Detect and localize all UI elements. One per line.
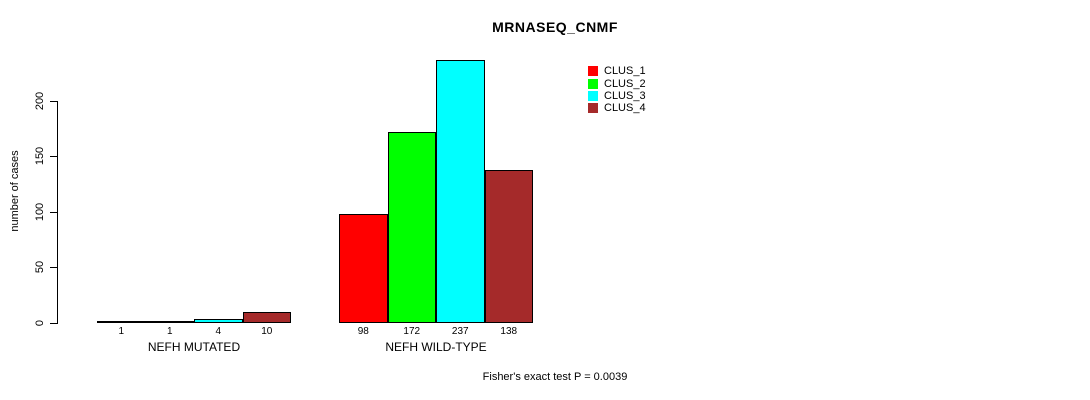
bar-clus_1-mutated	[97, 321, 146, 323]
legend-swatch-icon	[588, 66, 598, 77]
y-tick-mark	[50, 211, 57, 213]
bar-value-label: 98	[357, 326, 369, 337]
y-tick-label: 100	[34, 202, 46, 222]
fisher-test-note: Fisher's exact test P = 0.0039	[482, 371, 628, 383]
y-axis-line	[57, 100, 58, 324]
bar-value-label: 237	[451, 326, 469, 337]
y-tick-mark	[50, 267, 57, 269]
bar-value-label: 138	[500, 326, 518, 337]
legend-label: CLUS_4	[604, 102, 646, 115]
y-tick-mark	[50, 100, 57, 102]
legend-row-clus_4: CLUS_4	[588, 102, 646, 114]
bar-clus_3-wildtype	[436, 59, 485, 323]
y-tick-label: 200	[34, 91, 46, 111]
bar-value-label: 1	[166, 326, 173, 337]
bar-clus_4-mutated	[242, 311, 291, 323]
legend-row-clus_2: CLUS_2	[588, 77, 646, 90]
bar-value-label: 172	[403, 326, 421, 337]
x-group-label: NEFH WILD-TYPE	[385, 340, 487, 354]
chart-title: MRNASEQ_CNMF	[492, 19, 618, 35]
bar-value-label: 10	[261, 326, 273, 337]
legend-swatch-icon	[588, 78, 598, 89]
legend-label: CLUS_1	[604, 65, 646, 78]
bar-value-label: 1	[118, 326, 125, 337]
y-tick-mark	[50, 156, 57, 158]
y-axis-label: number of cases	[9, 150, 21, 232]
legend-swatch-icon	[588, 90, 598, 101]
legend-row-clus_3: CLUS_3	[588, 90, 646, 102]
x-group-label: NEFH MUTATED	[147, 340, 241, 354]
y-tick-mark	[50, 323, 57, 324]
legend-row-clus_1: CLUS_1	[588, 65, 646, 77]
bar-clus_1-wildtype	[339, 214, 388, 323]
legend-swatch-icon	[588, 103, 598, 114]
bar-clus_2-mutated	[145, 321, 194, 323]
legend: CLUS_1 CLUS_2 CLUS_3 CLUS_4	[588, 65, 646, 115]
bar-clus_2-wildtype	[387, 131, 436, 323]
y-tick-label: 150	[34, 147, 46, 166]
bar-value-label: 4	[215, 326, 222, 337]
legend-label: CLUS_2	[604, 77, 646, 90]
y-tick-label: 50	[34, 261, 46, 274]
y-tick-label: 0	[34, 319, 46, 327]
bar-clus_4-wildtype	[484, 169, 533, 323]
legend-label: CLUS_3	[604, 89, 646, 102]
bar-clus_3-mutated	[194, 318, 243, 323]
